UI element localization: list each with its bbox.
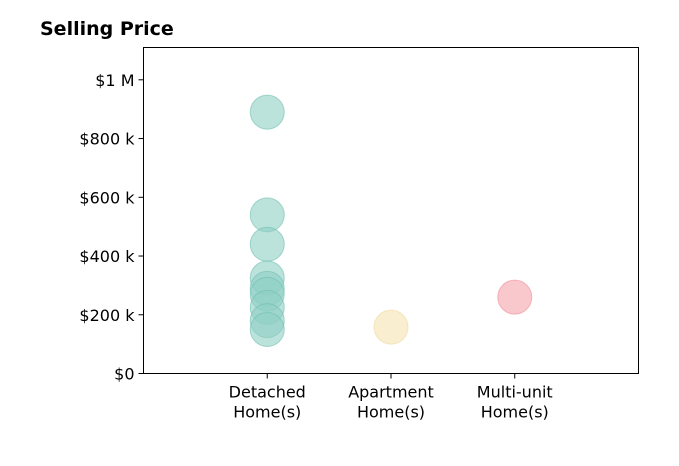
data-points bbox=[249, 94, 533, 347]
y-tick-label: $1 M bbox=[95, 71, 134, 90]
y-tick-label: $400 k bbox=[79, 247, 135, 266]
y-tick-label: $200 k bbox=[79, 306, 135, 325]
y-tick-label: $0 bbox=[114, 365, 134, 384]
y-tick-label: $800 k bbox=[79, 130, 135, 149]
y-tick-label: $600 k bbox=[79, 188, 135, 207]
data-point bbox=[249, 311, 285, 347]
y-axis: $0 $200 k $400 k $600 k $800 k $1 M bbox=[79, 71, 144, 384]
x-tick-label: Apartment Home(s) bbox=[348, 383, 434, 422]
x-tick-label: Detached Home(s) bbox=[229, 383, 306, 422]
x-tick-label: Multi-unit Home(s) bbox=[477, 383, 553, 422]
chart-title: Selling Price bbox=[40, 18, 174, 40]
data-point bbox=[497, 279, 533, 315]
x-axis: Detached Home(s) Apartment Home(s) Multi-uni… bbox=[229, 373, 553, 422]
data-point bbox=[249, 94, 285, 130]
data-point bbox=[249, 226, 285, 262]
data-point bbox=[373, 309, 409, 345]
